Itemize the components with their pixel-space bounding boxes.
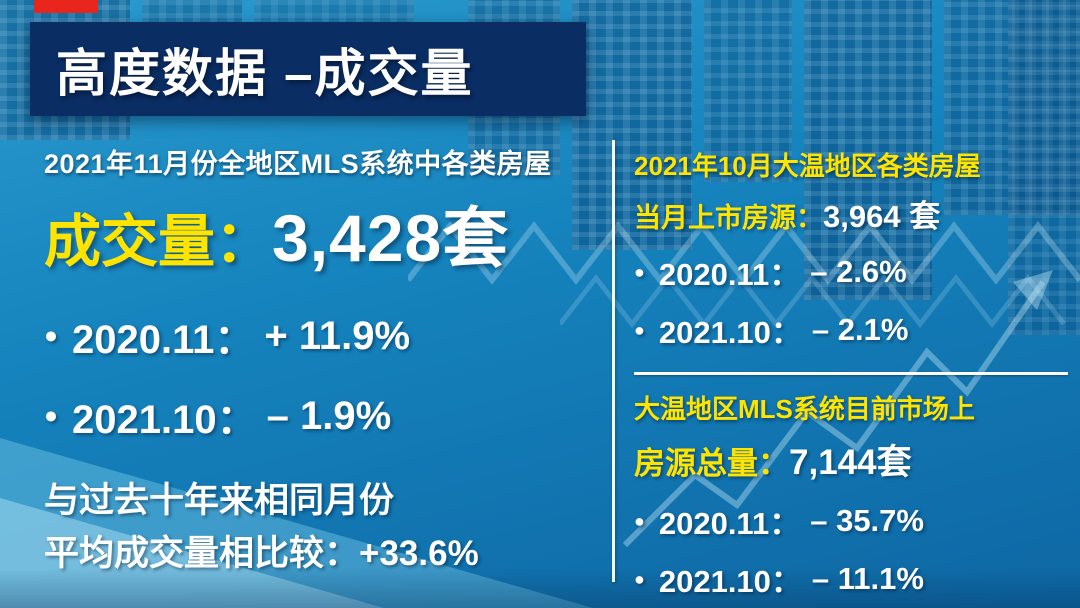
skyline-building bbox=[804, 0, 932, 300]
listings-metric-value: 3,964 套 bbox=[823, 199, 941, 234]
mom-change: – 11.1% bbox=[811, 560, 924, 596]
note-value: +33.6% bbox=[359, 533, 479, 573]
inventory-metric-label: 房源总量： bbox=[634, 446, 789, 481]
listings-mom-row: ● 2021.10： – 2.1% bbox=[634, 307, 1068, 352]
skyline-building bbox=[572, 0, 692, 250]
yoy-change: – 35.7% bbox=[810, 502, 924, 538]
sales-volume-section: 2021年11月份全地区MLS系统中各类房屋 成交量：3,428套 ● 2020… bbox=[44, 142, 596, 580]
page-title: 高度数据 –成交量 bbox=[56, 45, 474, 102]
bullet-icon: ● bbox=[44, 402, 59, 429]
listings-metric: 当月上市房源：3,964 套 bbox=[634, 191, 1068, 236]
mom-period: 2021.10： bbox=[72, 398, 257, 442]
listings-metric-label: 当月上市房源： bbox=[634, 203, 823, 233]
bullet-icon: ● bbox=[634, 568, 645, 589]
bottom-shade bbox=[0, 568, 1080, 608]
mom-change: – 2.1% bbox=[811, 311, 909, 347]
skyline-building bbox=[944, 0, 1080, 215]
right-column: 2021年10月大温地区各类房屋 当月上市房源：3,964 套 ● 2020.1… bbox=[634, 146, 1068, 601]
rooftops-graphic bbox=[560, 273, 1066, 328]
yoy-period: 2020.11： bbox=[658, 257, 801, 292]
horizontal-divider bbox=[634, 372, 1068, 375]
mom-change: – 1.9% bbox=[266, 393, 392, 438]
sales-metric-value: 3,428套 bbox=[272, 201, 510, 275]
bullet-icon: ● bbox=[44, 322, 59, 349]
inventory-mom-row: ● 2021.10： – 11.1% bbox=[634, 556, 1068, 601]
bullet-icon: ● bbox=[634, 510, 645, 531]
sales-heading: 2021年11月份全地区MLS系统中各类房屋 bbox=[44, 149, 552, 179]
sales-metric-label: 成交量： bbox=[44, 210, 272, 274]
new-listings-section: 2021年10月大温地区各类房屋 当月上市房源：3,964 套 ● 2020.1… bbox=[634, 146, 1068, 352]
inventory-metric-value: 7,144套 bbox=[789, 443, 912, 482]
title-banner: 高度数据 –成交量 bbox=[30, 22, 586, 116]
listings-yoy-row: ● 2020.11： – 2.6% bbox=[634, 249, 1068, 294]
skyline-building bbox=[1008, 0, 1080, 335]
mom-period: 2021.10： bbox=[658, 564, 802, 599]
yoy-period: 2020.11： bbox=[72, 318, 255, 362]
sales-yoy-row: ● 2020.11： + 11.9% bbox=[44, 307, 596, 365]
sales-mom-row: ● 2021.10： – 1.9% bbox=[44, 387, 596, 445]
rooftops-graphic bbox=[408, 221, 1080, 285]
trend-line-graphic bbox=[622, 270, 1053, 548]
skyline-building bbox=[704, 0, 792, 182]
yoy-period: 2020.11： bbox=[658, 506, 801, 541]
bullet-icon: ● bbox=[634, 261, 645, 282]
sales-metric: 成交量：3,428套 bbox=[44, 185, 596, 281]
note-label: 平均成交量相比较： bbox=[44, 533, 360, 573]
inventory-yoy-row: ● 2020.11： – 35.7% bbox=[634, 498, 1068, 543]
note-line-1: 与过去十年来相同月份 bbox=[44, 481, 395, 520]
mom-period: 2021.10： bbox=[658, 315, 802, 350]
yoy-change: – 2.6% bbox=[810, 253, 907, 289]
listings-heading: 2021年10月大温地区各类房屋 bbox=[634, 151, 981, 181]
inventory-metric: 房源总量：7,144套 bbox=[634, 434, 1068, 485]
ten-year-average-note: 与过去十年来相同月份 平均成交量相比较：+33.6% bbox=[44, 475, 596, 580]
bullet-icon: ● bbox=[634, 319, 645, 340]
vertical-divider bbox=[612, 140, 615, 582]
yoy-change: + 11.9% bbox=[264, 313, 411, 358]
inventory-heading: 大温地区MLS系统目前市场上 bbox=[634, 394, 975, 424]
red-accent-bar bbox=[34, 0, 98, 13]
total-inventory-section: 大温地区MLS系统目前市场上 房源总量：7,144套 ● 2020.11： – … bbox=[634, 389, 1068, 601]
note-line-2: 平均成交量相比较：+33.6% bbox=[44, 528, 596, 581]
